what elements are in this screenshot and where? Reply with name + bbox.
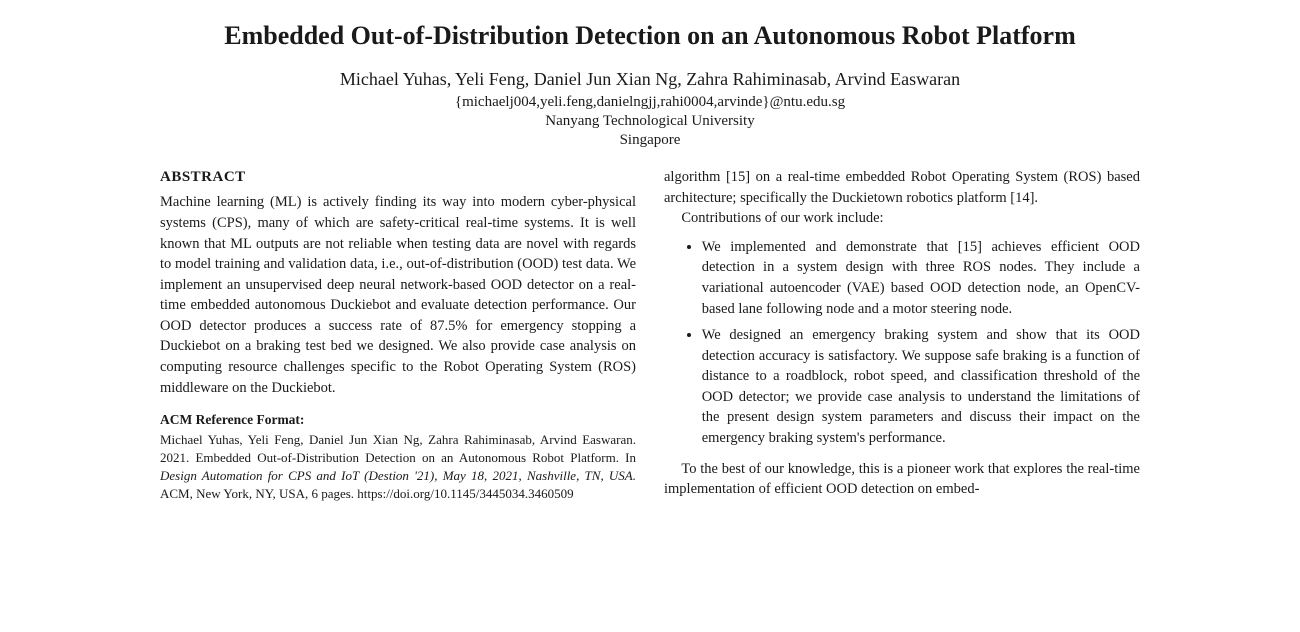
ref-venue-italic: Design Automation for CPS and IoT (Desti… [160,468,636,483]
ref-part1: Michael Yuhas, Yeli Feng, Daniel Jun Xia… [160,432,636,465]
contributions-list: We implemented and demonstrate that [15]… [664,237,1140,449]
contribution-item: We implemented and demonstrate that [15]… [702,237,1140,319]
location: Singapore [160,132,1140,149]
left-column: ABSTRACT Machine learning (ML) is active… [160,167,636,503]
col2-intro-paragraph: algorithm [15] on a real-time embedded R… [664,167,1140,208]
paper-title: Embedded Out-of-Distribution Detection o… [160,18,1140,53]
author-list: Michael Yuhas, Yeli Feng, Daniel Jun Xia… [160,69,1140,90]
ref-part2: ACM, New York, NY, USA, 6 pages. https:/… [160,486,574,501]
two-column-body: ABSTRACT Machine learning (ML) is active… [160,167,1140,503]
abstract-heading: ABSTRACT [160,167,636,188]
abstract-text: Machine learning (ML) is actively findin… [160,192,636,398]
contributions-intro: Contributions of our work include: [664,208,1140,229]
acm-ref-heading: ACM Reference Format: [160,410,636,429]
right-column: algorithm [15] on a real-time embedded R… [664,167,1140,503]
affiliation: Nanyang Technological University [160,113,1140,130]
paper-page: Embedded Out-of-Distribution Detection o… [0,0,1300,503]
closing-paragraph: To the best of our knowledge, this is a … [664,459,1140,500]
contribution-item: We designed an emergency braking system … [702,325,1140,448]
author-emails: {michaelj004,yeli.feng,danielngjj,rahi00… [160,94,1140,111]
acm-ref-text: Michael Yuhas, Yeli Feng, Daniel Jun Xia… [160,431,636,503]
